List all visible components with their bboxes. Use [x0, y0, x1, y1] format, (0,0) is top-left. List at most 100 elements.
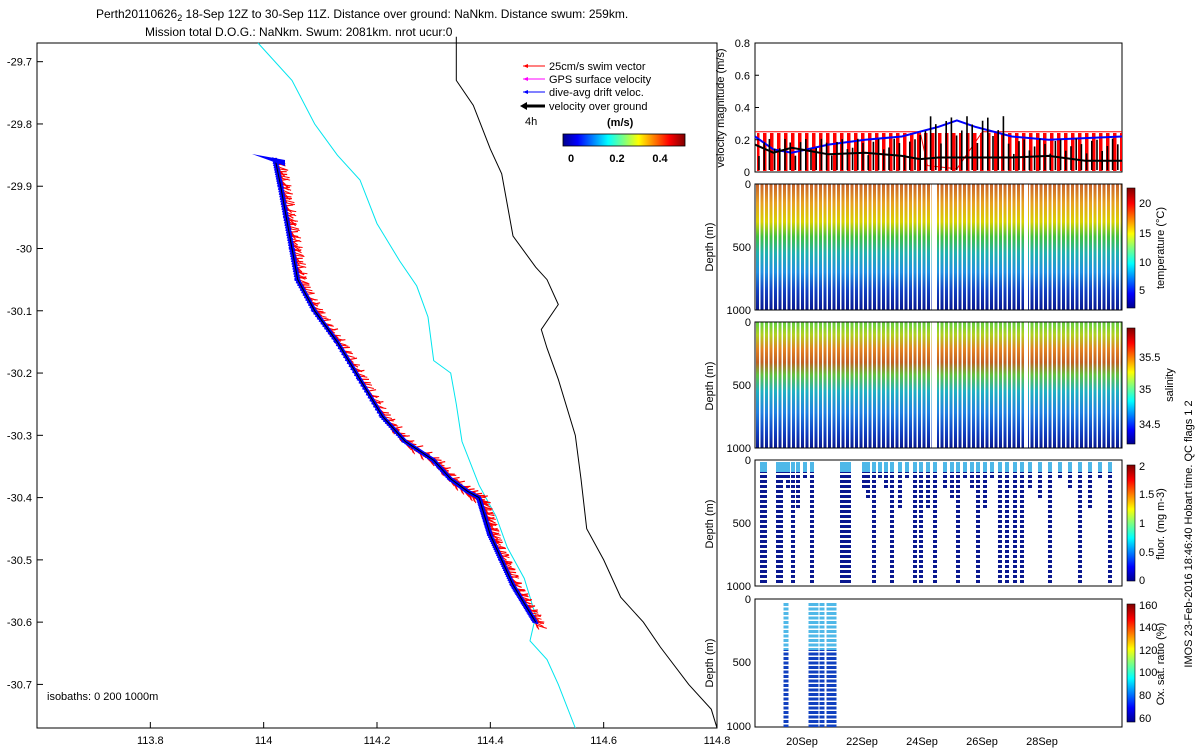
salinity-clabel: salinity [1164, 368, 1176, 402]
oxygen-cbar-tick: 140 [1139, 622, 1157, 634]
swim-vector [429, 460, 435, 467]
temperature-axes-box [754, 183, 1123, 311]
colorbar-tick: 0.2 [609, 153, 624, 165]
fluorescence-surface-mark [796, 462, 800, 472]
salinity-data-gap [932, 322, 937, 448]
fluorescence-surface-mark [872, 462, 876, 472]
map-y-ticklabel: -30.4 [7, 493, 32, 505]
fluorescence-surface-mark [950, 462, 954, 472]
depth-tick: 500 [733, 380, 751, 392]
legend-entry-drift: dive-avg drift veloc. [523, 87, 644, 99]
drift-track [273, 157, 538, 624]
fluorescence-surface-mark [1078, 462, 1082, 472]
time-tick: 24Sep [906, 736, 938, 748]
oxygen-cbar-tick: 120 [1139, 645, 1157, 657]
fluorescence-surface-mark [862, 462, 866, 472]
depth-tick: 500 [733, 657, 751, 669]
fluorescence-surface-mark [976, 462, 980, 472]
fluorescence-colorbar [1126, 464, 1136, 582]
swim-vector [469, 495, 473, 502]
velocity-y-ticklabel: 0.2 [735, 135, 750, 147]
fluorescence-surface-mark [776, 462, 780, 472]
fluorescence-surface-mark [919, 462, 923, 472]
time-tick: 26Sep [966, 736, 998, 748]
velocity-y-ticklabel: 0 [744, 167, 750, 179]
svg-text:dive-avg drift veloc.: dive-avg drift veloc. [549, 87, 644, 99]
velocity-y-ticklabel: 0.4 [735, 103, 750, 115]
velocity-series-swim [755, 131, 1122, 170]
salinity-cbar-tick: 35.5 [1139, 352, 1160, 364]
legend-entry-swim: 25cm/s swim vector [523, 61, 646, 73]
oxygen-panel: Depth (m) 0 500 1000 60 80 100 120 140 1… [704, 594, 1167, 733]
swim-vector [283, 192, 293, 195]
depth-tick: 0 [745, 455, 751, 467]
fluorescence-surface-mark [890, 462, 894, 472]
salinity-cbar-tick: 34.5 [1139, 419, 1160, 431]
fluorescence-surface-mark [810, 462, 814, 472]
fluorescence-panel: Depth (m) 0 500 1000 0 0.5 1 1.5 2 fluor… [704, 455, 1167, 593]
depth-tick: 1000 [727, 305, 751, 317]
fluorescence-surface-mark [913, 462, 917, 472]
fluorescence-plot-area [760, 462, 1112, 584]
imos-footer-label: IMOS 23-Feb-2016 18:46:40 Hobart time. Q… [1183, 400, 1195, 667]
swim-vector [411, 448, 416, 455]
oxygen-cbar-tick: 100 [1139, 667, 1157, 679]
swim-vector [280, 177, 291, 181]
map-y-ticks: -29.7 -29.8 -29.9 -30 -30.1 -30.2 -30.3 -30.4 -3… [7, 57, 43, 691]
swim-vector [291, 238, 302, 243]
isobath-label: isobaths: 0 200 1000m [47, 691, 158, 703]
fluorescence-surface-mark [933, 462, 937, 472]
colorbar-title: (m/s) [607, 117, 634, 129]
fluorescence-surface-mark [763, 462, 767, 472]
title-line-1: Perth201106262 18-Sep 12Z to 30-Sep 11Z.… [96, 7, 628, 23]
temperature-profile-gaps [755, 184, 1122, 310]
fluorescence-surface-mark [884, 462, 888, 472]
temperature-ylabel: Depth (m) [704, 223, 716, 272]
temperature-colorbar [1126, 187, 1136, 309]
salinity-panel: Depth (m) 0 500 1000 34.5 35 35.5 salini… [704, 317, 1176, 455]
fluorescence-surface-mark [943, 462, 947, 472]
fluorescence-surface-mark [926, 462, 930, 472]
swim-vector [286, 212, 297, 217]
salinity-colorbar [1126, 327, 1136, 445]
ground-track [274, 158, 537, 623]
map-plot-area [252, 36, 718, 729]
fluor-cbar-tick: 1.5 [1139, 489, 1154, 501]
fluorescence-surface-mark [791, 462, 795, 472]
swim-vector [293, 252, 304, 257]
fluorescence-surface-mark [760, 462, 764, 472]
fluorescence-ylabel: Depth (m) [704, 500, 716, 549]
velocity-y-ticklabel: 0.6 [735, 70, 750, 82]
fluorescence-surface-mark [1108, 462, 1112, 472]
speed-colorbar [562, 133, 686, 147]
fluorescence-surface-mark [866, 462, 870, 472]
map-y-ticklabel: -29.8 [7, 119, 32, 131]
track-map-panel: 113.8 114 114.2 114.4 114.6 114.8 -29.7-29.8-… [7, 36, 730, 747]
swim-vector [535, 623, 540, 630]
map-y-ticklabel: -30.7 [7, 679, 32, 691]
fluorescence-surface-mark [1005, 462, 1009, 472]
fluor-cbar-tick: 0.5 [1139, 547, 1154, 559]
salinity-ylabel: Depth (m) [704, 362, 716, 411]
map-x-ticklabel: 114.2 [364, 735, 391, 747]
fluorescence-surface-mark [898, 462, 902, 472]
fluorescence-surface-mark [1013, 462, 1017, 472]
oxygen-cbar-tick: 80 [1139, 690, 1151, 702]
fluorescence-surface-mark [1098, 462, 1102, 472]
svg-text:velocity over ground: velocity over ground [549, 101, 647, 113]
swim-vector [277, 166, 288, 171]
map-y-ticklabel: -30.6 [7, 617, 32, 629]
salinity-cbar-tick: 35 [1139, 384, 1151, 396]
fluorescence-surface-mark [1038, 462, 1042, 472]
oxygen-axes-box [754, 598, 1123, 728]
map-y-ticklabel: -30.5 [7, 555, 32, 567]
swim-vector [284, 199, 295, 204]
fluorescence-axes-box [754, 459, 1123, 587]
fluorescence-surface-mark [956, 462, 960, 472]
swim-vector [284, 202, 295, 206]
map-x-ticks: 113.8 114 114.2 114.4 114.6 114.8 [137, 722, 730, 747]
fluorescence-surface-mark [878, 462, 882, 472]
oxygen-plot-area [783, 603, 837, 727]
swim-vector [289, 228, 300, 231]
map-x-ticklabel: 114 [255, 735, 273, 747]
